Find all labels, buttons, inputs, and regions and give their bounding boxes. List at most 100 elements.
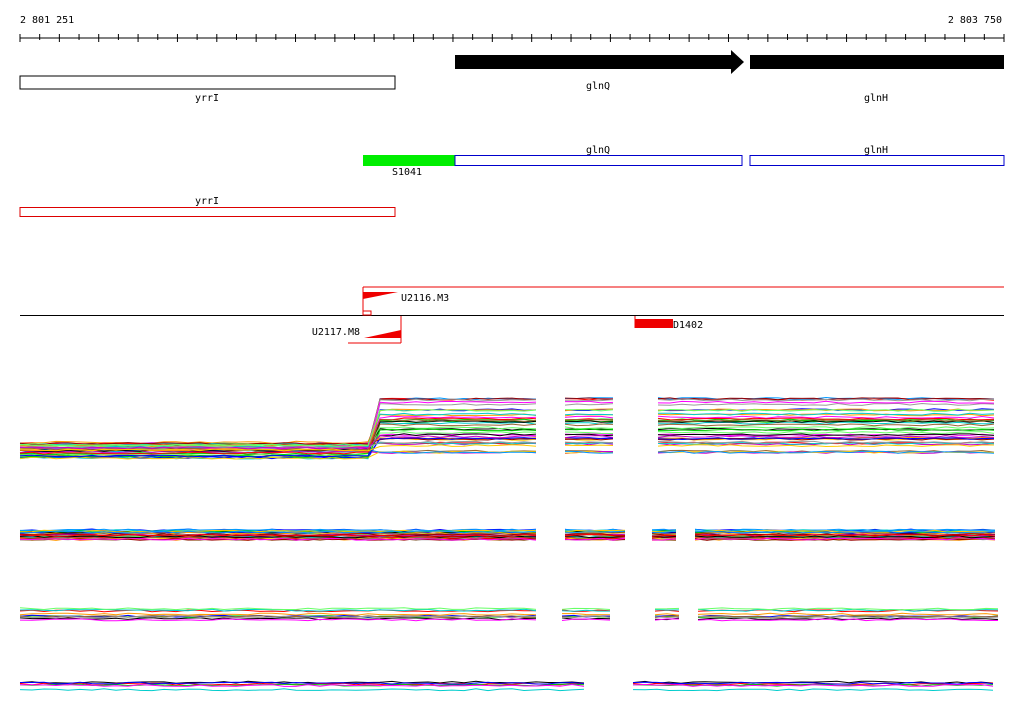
profile-line: [19, 531, 537, 535]
profile-line: [564, 450, 614, 454]
profile-line: [657, 412, 995, 416]
U2117-M8-marker[interactable]: [364, 330, 401, 338]
profile-line: [564, 428, 614, 431]
profile-line: [657, 451, 995, 454]
profile-line: [651, 530, 677, 534]
profile-line: [694, 537, 995, 541]
profile-line: [657, 433, 995, 437]
cds-track: S1041 glnQ glnH: [363, 145, 1005, 178]
profile-line: [20, 528, 537, 532]
profile-line: [694, 528, 995, 532]
feature-D1402[interactable]: D1402: [634, 316, 703, 331]
profile-line: [564, 438, 614, 441]
feature-U2116-M3[interactable]: U2116.M3: [362, 287, 449, 316]
gene-track: yrrI glnQ glnH: [19, 50, 1004, 104]
profile-line: [657, 418, 995, 422]
profile-line: [19, 612, 537, 616]
profile-line: [632, 683, 994, 687]
profile-line: [564, 420, 614, 423]
profile-line: [694, 535, 996, 539]
profile-line: [564, 423, 614, 427]
profile-line: [561, 615, 611, 619]
profile-line: [697, 607, 999, 611]
cds-S1041-label: S1041: [392, 167, 422, 178]
feature-U2117-M8[interactable]: U2117.M8: [312, 316, 402, 344]
profile-line: [657, 398, 995, 402]
profile-line: [19, 683, 585, 687]
profile-line: [19, 530, 537, 534]
profile-line: [654, 609, 680, 611]
antisense-yrrI-label: yrrI: [195, 196, 219, 207]
profile-line: [564, 533, 626, 536]
cds-glnQ-box[interactable]: [454, 155, 743, 166]
profile-line: [632, 688, 994, 692]
profile-line: [651, 535, 677, 538]
cds-S1041[interactable]: S1041: [363, 155, 455, 178]
profile-line: [20, 681, 585, 685]
cds-glnQ[interactable]: glnQ: [454, 145, 743, 166]
profile-line: [564, 530, 626, 534]
ruler-end-label: 2 803 750: [948, 15, 1002, 26]
profile-line: [564, 529, 626, 533]
profile-line: [651, 535, 676, 537]
profile-line: [19, 609, 536, 613]
antisense-yrrI[interactable]: yrrI: [19, 196, 396, 217]
profile-line: [651, 538, 677, 541]
profile-line: [658, 428, 995, 432]
gene-glnH[interactable]: glnH: [750, 55, 1004, 104]
profile-line: [564, 409, 614, 412]
cds-S1041-box[interactable]: [363, 155, 455, 166]
D1402-marker[interactable]: [635, 319, 673, 328]
profile-line: [657, 437, 995, 441]
gene-yrrI[interactable]: yrrI: [19, 75, 396, 104]
profile-line: [564, 435, 614, 439]
profile-line: [654, 616, 680, 619]
profile-line: [657, 400, 995, 404]
cds-glnH[interactable]: glnH: [749, 145, 1005, 166]
profile-line: [697, 612, 999, 616]
profile-line: [564, 437, 614, 440]
profile-panel-2: [19, 528, 996, 542]
profile-line: [657, 431, 995, 435]
profile-line: [654, 607, 680, 610]
profile-line: [657, 440, 995, 444]
profile-line: [561, 607, 611, 610]
U2116-M3-marker[interactable]: [363, 292, 398, 299]
profile-line: [651, 528, 677, 532]
cds-glnH-label: glnH: [864, 145, 888, 156]
profile-line: [657, 420, 995, 423]
gene-glnQ-arrow[interactable]: [455, 50, 744, 74]
profile-panel-1: [19, 396, 995, 460]
profile-line: [19, 533, 537, 537]
profile-line: [561, 609, 610, 612]
cds-glnH-box[interactable]: [749, 155, 1005, 166]
profile-line: [657, 426, 995, 430]
profile-line: [657, 437, 995, 441]
expression-profiles: [19, 396, 999, 692]
profile-line: [632, 681, 994, 685]
profile-line: [564, 415, 614, 419]
profile-line: [564, 441, 614, 444]
profile-line: [657, 435, 995, 439]
profile-line: [19, 435, 537, 450]
gene-glnQ[interactable]: glnQ: [455, 50, 744, 92]
U2116-M3-label: U2116.M3: [401, 293, 449, 304]
profile-line: [657, 423, 995, 427]
D1402-label: D1402: [673, 320, 703, 331]
profile-line: [697, 615, 999, 619]
gene-glnH-label: glnH: [864, 93, 888, 104]
profile-line: [19, 617, 537, 621]
profile-line: [564, 431, 614, 434]
gene-glnH-arrow[interactable]: [750, 55, 1004, 69]
gene-yrrI-box[interactable]: [19, 75, 396, 90]
profile-line: [19, 618, 537, 622]
profile-line: [19, 450, 537, 460]
profile-line: [19, 607, 537, 611]
profile-line: [697, 608, 999, 612]
profile-line: [657, 441, 995, 445]
gene-glnQ-label: glnQ: [586, 81, 610, 92]
U2116-M3-start-box: [362, 310, 372, 316]
antisense-yrrI-box[interactable]: [19, 207, 396, 217]
profile-line: [657, 402, 995, 406]
